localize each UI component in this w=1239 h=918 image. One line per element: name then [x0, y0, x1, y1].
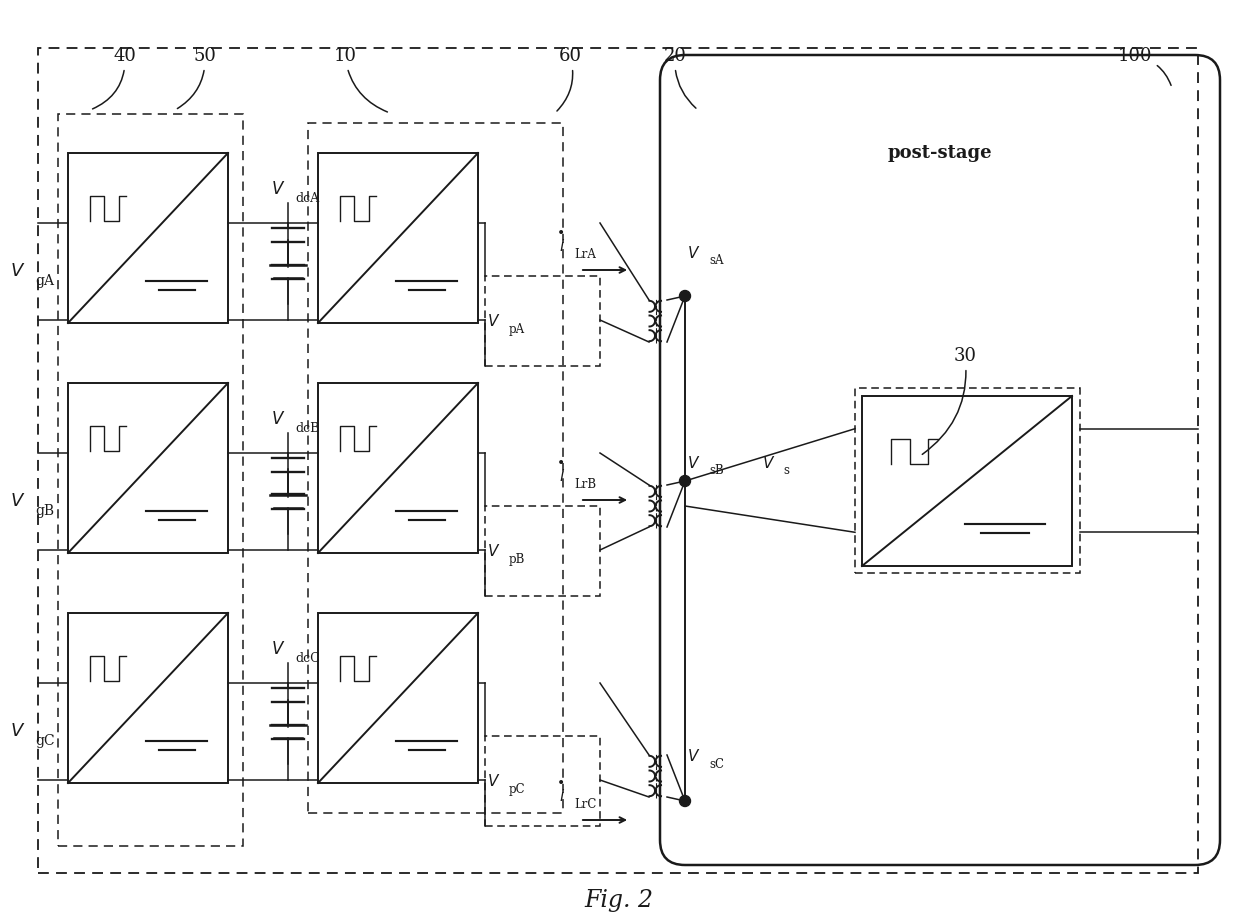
- Text: LrC: LrC: [574, 798, 596, 811]
- Bar: [68, 383, 228, 553]
- Bar: [484, 506, 600, 596]
- Bar: [862, 396, 1072, 566]
- Text: dcC: dcC: [295, 653, 320, 666]
- Text: $V$: $V$: [762, 455, 776, 471]
- Text: sC: sC: [709, 757, 724, 770]
- Text: dcB: dcB: [295, 422, 320, 435]
- Circle shape: [679, 476, 690, 487]
- Text: 30: 30: [922, 347, 976, 454]
- Bar: [318, 153, 478, 323]
- Text: Fig. 2: Fig. 2: [585, 889, 653, 912]
- Bar: [68, 613, 228, 783]
- Text: dcA: dcA: [295, 193, 320, 206]
- Bar: [484, 276, 600, 366]
- Bar: [68, 153, 228, 323]
- Text: $V$: $V$: [10, 492, 25, 510]
- Text: 50: 50: [177, 47, 217, 108]
- Text: $V$: $V$: [487, 773, 501, 789]
- Text: gC: gC: [35, 734, 55, 748]
- Text: s: s: [783, 465, 789, 477]
- Text: $V$: $V$: [270, 642, 285, 658]
- Text: $V$: $V$: [270, 182, 285, 198]
- Text: $V$: $V$: [487, 313, 501, 329]
- Text: pC: pC: [509, 782, 525, 796]
- Text: 100: 100: [1118, 47, 1171, 85]
- Text: $i$: $i$: [559, 788, 565, 804]
- Bar: [58, 114, 243, 846]
- Bar: [484, 736, 600, 826]
- Text: $i$: $i$: [559, 238, 565, 254]
- Text: $V$: $V$: [686, 455, 700, 471]
- Text: $i$: $i$: [559, 468, 565, 484]
- Text: pB: pB: [509, 553, 525, 565]
- Text: $V$: $V$: [686, 748, 700, 764]
- Text: 20: 20: [664, 47, 696, 108]
- Text: $V$: $V$: [487, 543, 501, 559]
- Text: •: •: [556, 776, 565, 790]
- Text: 10: 10: [333, 47, 388, 112]
- Text: LrB: LrB: [574, 477, 596, 490]
- Text: 60: 60: [558, 47, 581, 111]
- Text: $V$: $V$: [10, 262, 25, 280]
- Text: gB: gB: [35, 504, 55, 518]
- Text: •: •: [556, 456, 565, 470]
- Bar: [38, 48, 1198, 873]
- Bar: [855, 388, 1080, 573]
- Text: •: •: [556, 226, 565, 240]
- Text: LrA: LrA: [574, 248, 596, 261]
- Circle shape: [679, 290, 690, 301]
- Text: 40: 40: [93, 47, 136, 109]
- Bar: [318, 383, 478, 553]
- Text: pA: pA: [509, 322, 525, 335]
- Text: sA: sA: [709, 254, 724, 267]
- Text: sB: sB: [709, 465, 724, 477]
- Text: $V$: $V$: [10, 722, 25, 740]
- Text: gA: gA: [35, 274, 55, 288]
- Circle shape: [679, 796, 690, 807]
- Bar: [309, 123, 563, 813]
- Bar: [318, 613, 478, 783]
- Text: post-stage: post-stage: [887, 144, 992, 162]
- Text: $V$: $V$: [270, 411, 285, 429]
- Text: $V$: $V$: [686, 245, 700, 261]
